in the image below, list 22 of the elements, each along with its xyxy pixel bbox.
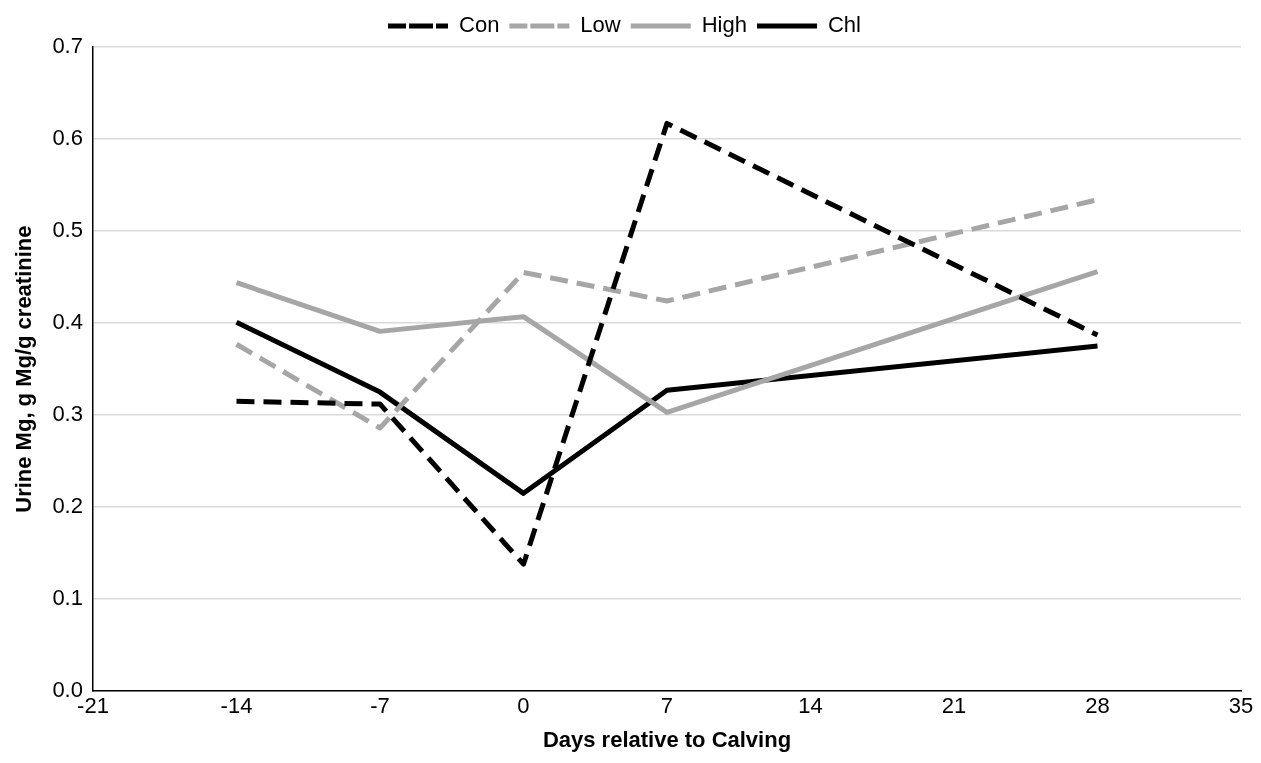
x-tick-label: 14	[798, 693, 823, 719]
y-axis-title: Urine Mg, g Mg/g creatinine	[11, 225, 37, 513]
x-axis-title: Days relative to Calving	[542, 726, 792, 752]
x-tick-label: 0	[517, 693, 530, 719]
y-tick-label: 0.4	[52, 309, 83, 335]
x-tick-label: 7	[660, 693, 674, 719]
y-tick-label: 0.6	[52, 125, 83, 151]
x-tick-label: -7	[370, 693, 390, 719]
legend-label: Low	[580, 12, 621, 38]
x-tick-label: -14	[220, 693, 253, 719]
y-tick-label: 0.1	[52, 585, 83, 611]
y-tick-label: 0.7	[52, 33, 83, 59]
x-tick-label: 28	[1085, 693, 1110, 719]
legend-label: Con	[459, 12, 500, 38]
legend-label: Chl	[827, 12, 861, 38]
x-tick-label: 35	[1228, 693, 1254, 719]
x-tick-label: 21	[941, 693, 967, 719]
legend-label: High	[701, 12, 747, 38]
y-tick-label: 0.2	[52, 493, 83, 519]
y-tick-label: 0.5	[52, 217, 83, 243]
y-tick-label: 0.0	[52, 677, 83, 703]
y-tick-label: 0.3	[52, 401, 83, 427]
